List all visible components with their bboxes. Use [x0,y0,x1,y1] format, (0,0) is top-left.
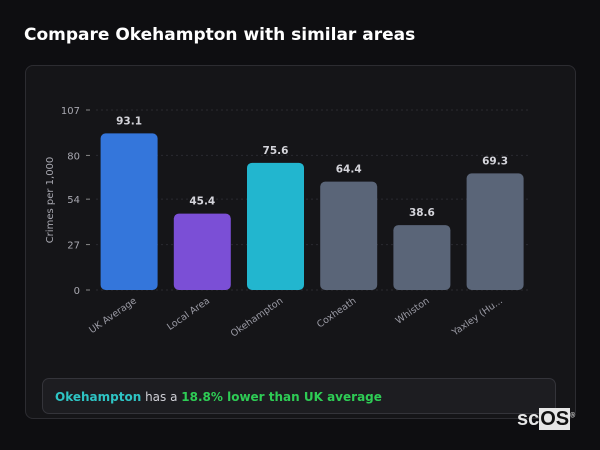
y-axis-label: Crimes per 1,000 [45,157,56,244]
summary-text: has a [141,390,182,404]
summary-comparison: 18.8% lower than UK average [181,390,382,404]
bar-value-label: 38.6 [409,207,435,219]
y-tick-label: 27 [67,241,80,252]
page-title: Compare Okehampton with similar areas [24,25,416,45]
x-tick-label: Whiston [394,295,432,326]
y-tick-label: 54 [67,195,80,206]
bar-4 [393,225,451,290]
y-tick-label: 80 [67,151,80,162]
summary-area: Okehampton [55,390,142,404]
summary-box: Okehampton has a 18.8% lower than UK ave… [42,378,556,414]
bar-0 [100,133,158,290]
x-tick-label: Coxheath [315,295,358,330]
bar-value-label: 69.3 [482,155,508,167]
x-tick-label: UK Average [87,295,139,336]
bar-value-label: 64.4 [336,164,362,176]
scos-logo: scOS® [517,408,576,430]
bar-value-label: 93.1 [116,115,142,127]
bar-value-label: 45.4 [189,196,215,208]
x-tick-label: Local Area [165,295,212,332]
x-tick-label: Okehampton [229,295,285,339]
y-tick-label: 0 [74,286,80,297]
y-tick-label: 107 [61,106,80,117]
bar-5 [466,173,524,290]
x-tick-label: Yaxley (Hu... [449,295,504,338]
bar-3 [320,181,378,290]
bar-value-label: 75.6 [263,145,289,157]
bar-2 [247,162,304,290]
bar-1 [173,213,231,290]
